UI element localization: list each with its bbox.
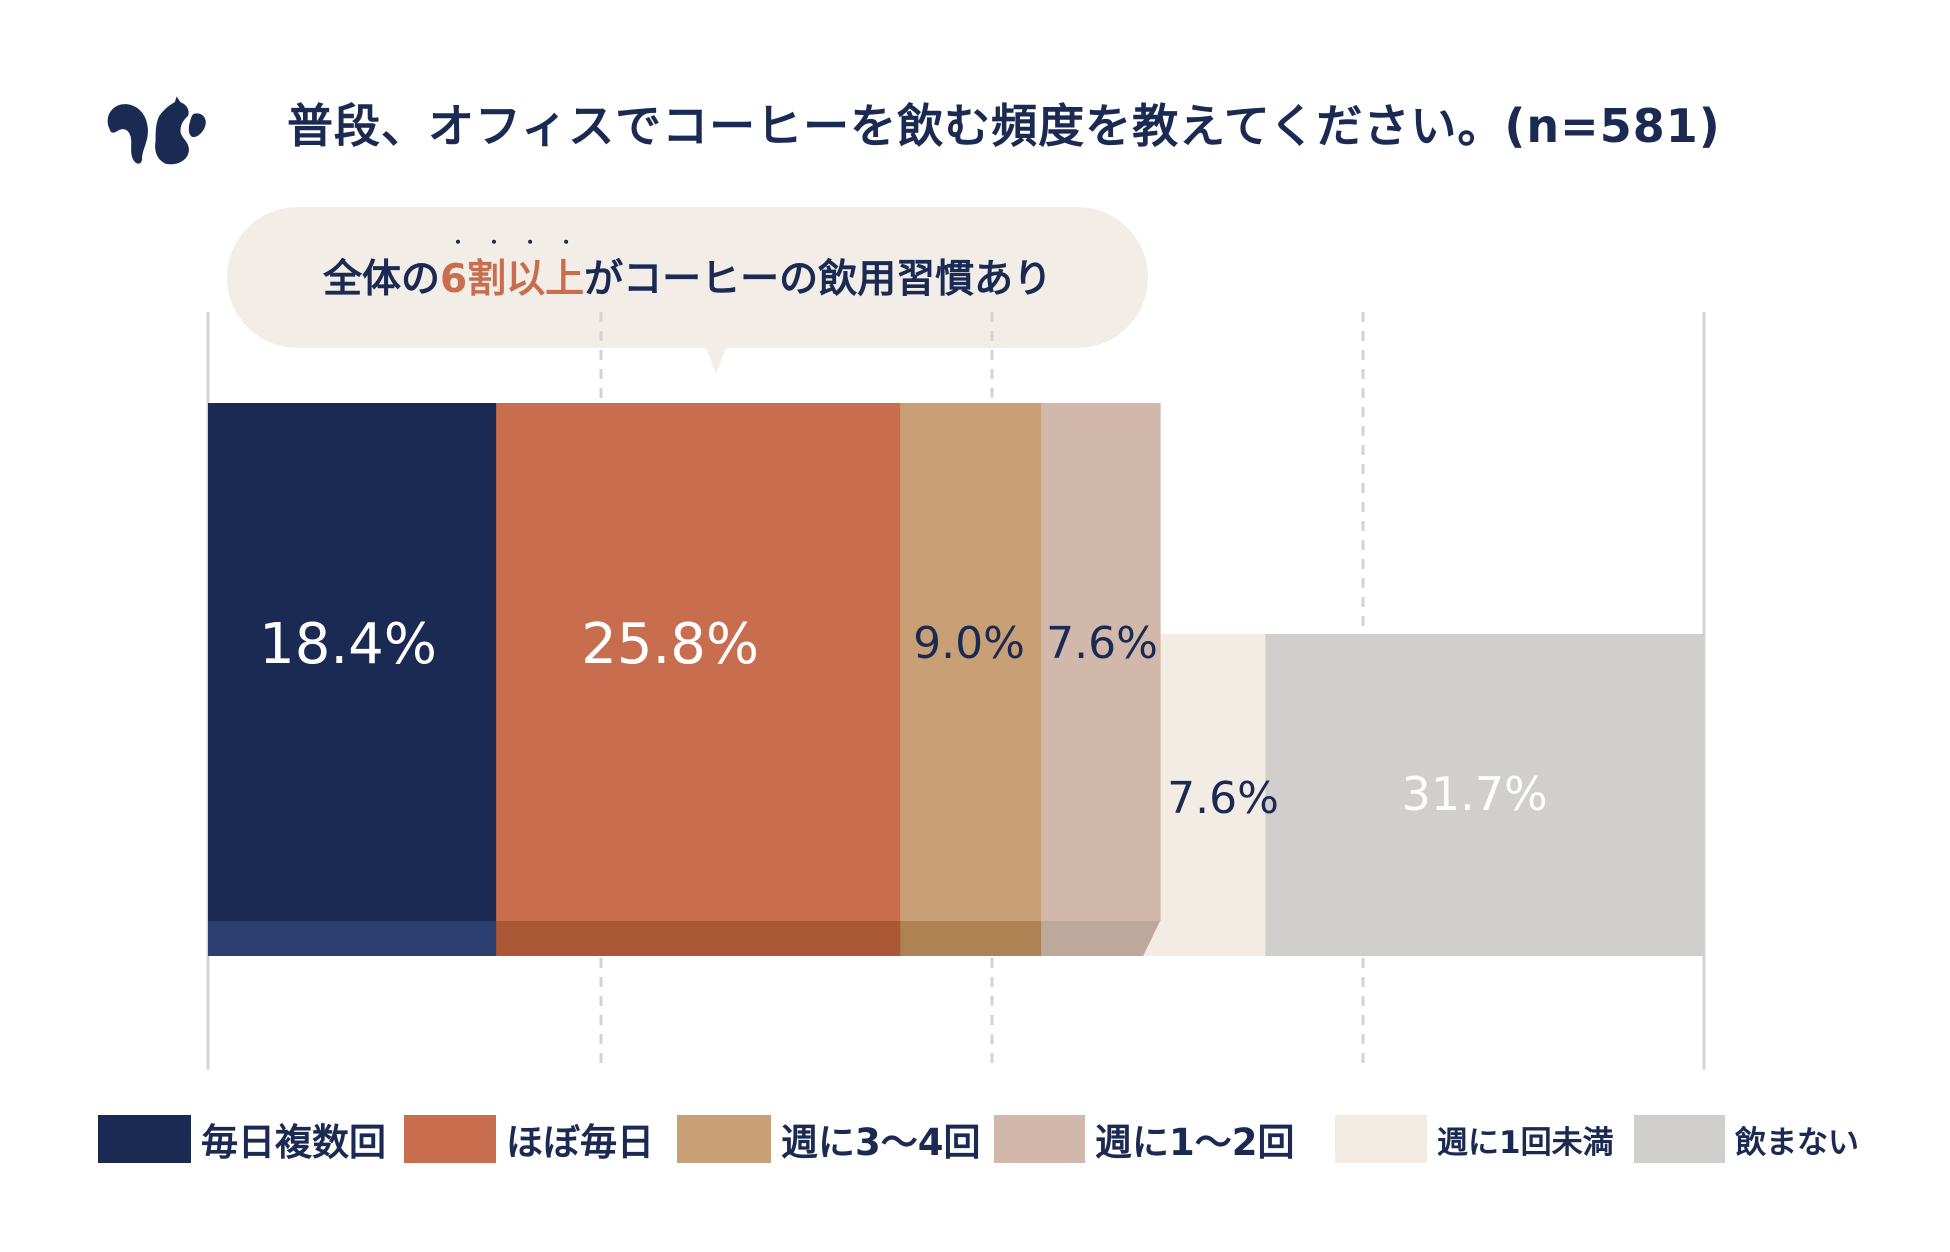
chart-title: 普段、オフィスでコーヒーを飲む頻度を教えてください。(n=581) xyxy=(287,99,1721,153)
bar-segment-3 xyxy=(1041,403,1161,921)
emphasis-dot: ・ xyxy=(450,233,467,252)
callout-text: 全体の・・・・ 6割以上がコーヒーの飲用習慣あり xyxy=(323,235,1053,310)
bar-label-5: 31.7% xyxy=(1402,767,1548,821)
bar-label-0: 18.4% xyxy=(259,612,437,677)
bar-segment-4 xyxy=(1142,921,1266,956)
bar-shadow-3 xyxy=(1041,921,1161,956)
bar-segment-5 xyxy=(1265,634,1704,956)
bars xyxy=(208,403,1704,956)
callout-highlight-text: 6割以上 xyxy=(440,257,585,302)
callout-pointer xyxy=(705,346,727,373)
bar-label-3: 7.6% xyxy=(1046,618,1158,669)
legend-label: ほぼ毎日 xyxy=(506,1121,654,1164)
bar-segment-1 xyxy=(496,403,901,921)
legend-swatch xyxy=(1634,1115,1725,1163)
bar-segment-2 xyxy=(900,403,1042,921)
bar-label-1: 25.8% xyxy=(581,612,759,677)
callout-suffix: がコーヒーの飲用習慣あり xyxy=(584,257,1053,302)
bar-labels: 18.4% 25.8% 9.0% 7.6% 7.6% 31.7% xyxy=(259,612,1548,824)
legend-label: 週に3～4回 xyxy=(781,1121,981,1164)
bar-label-2: 9.0% xyxy=(913,618,1025,669)
callout-bubble xyxy=(227,207,1148,348)
legend-item: 毎日複数回 xyxy=(98,1115,386,1164)
emphasis-dot: ・ xyxy=(558,233,575,252)
legend-item: 飲まない xyxy=(1634,1115,1859,1163)
bar-label-4: 7.6% xyxy=(1167,773,1279,824)
logo-tail-shape xyxy=(107,104,148,164)
callout-highlight: ・・・・ 6割以上 xyxy=(440,235,585,303)
legend-label: 毎日複数回 xyxy=(201,1121,386,1164)
legend-item: 週に1～2回 xyxy=(994,1115,1295,1164)
legend-swatch xyxy=(677,1115,771,1163)
bar-shadow-0 xyxy=(208,921,497,956)
legend-item: 週に1回未満 xyxy=(1335,1115,1614,1163)
legend-swatch xyxy=(98,1115,191,1163)
legend-label: 週に1～2回 xyxy=(1095,1121,1295,1164)
legend-item: 週に3～4回 xyxy=(677,1115,981,1164)
legend-swatch xyxy=(404,1115,496,1163)
legend-swatch xyxy=(1335,1115,1427,1163)
logo-dot-shape xyxy=(188,113,206,138)
legend: 毎日複数回 ほぼ毎日 週に3～4回 週に1～2回 週に1回未満 飲まない xyxy=(0,1115,1950,1164)
bar-shadow-1 xyxy=(496,921,901,956)
emphasis-dot: ・ xyxy=(486,233,503,252)
legend-label: 週に1回未満 xyxy=(1437,1124,1614,1161)
bar-segment-0 xyxy=(208,403,497,921)
emphasis-dots: ・・・・ xyxy=(440,235,584,251)
legend-item: ほぼ毎日 xyxy=(404,1115,654,1164)
bar-segment-4 xyxy=(1160,634,1266,921)
callout-prefix: 全体の xyxy=(323,257,441,302)
legend-label: 飲まない xyxy=(1735,1124,1859,1161)
emphasis-dot: ・ xyxy=(522,233,539,252)
squirrel-logo-icon xyxy=(107,96,206,165)
logo-body-shape xyxy=(155,96,189,165)
bar-shadow-2 xyxy=(900,921,1042,956)
legend-swatch xyxy=(994,1115,1085,1163)
